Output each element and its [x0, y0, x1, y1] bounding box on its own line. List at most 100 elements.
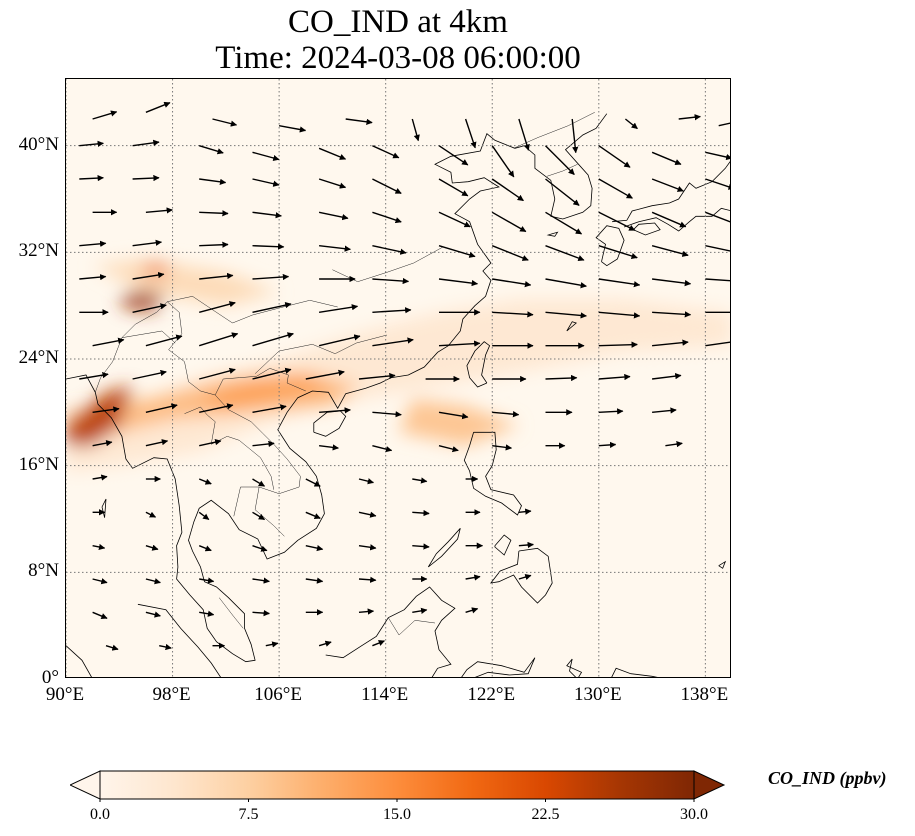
wind-arrow-63: [252, 273, 290, 281]
wind-vectors: [79, 101, 730, 651]
wind-arrow-48: [79, 240, 107, 247]
wind-arrow-30: [438, 178, 469, 197]
coastline-15: [623, 207, 730, 232]
wind-arrow-21: [598, 145, 631, 168]
border-12: [546, 164, 578, 177]
wind-arrow-134: [358, 478, 375, 485]
wind-arrow-171: [465, 607, 479, 614]
wind-arrow-97: [132, 369, 167, 380]
lon-tick-label-0: 90°E: [45, 684, 85, 705]
wind-arrow-107: [92, 406, 120, 413]
wind-arrow-71: [705, 278, 730, 282]
wind-arrow-43: [491, 211, 527, 233]
wind-arrow-50: [199, 241, 229, 248]
wind-arrow-65: [372, 277, 410, 285]
wind-arrow-44: [545, 211, 583, 235]
border-13: [388, 617, 436, 636]
coastline-7: [325, 586, 456, 677]
lat-tick-label-3: 24°N: [18, 347, 59, 368]
wind-arrow-105: [598, 373, 631, 381]
wind-arrow-173: [159, 643, 172, 651]
wind-arrow-114: [492, 411, 520, 418]
wind-arrow-109: [199, 403, 234, 413]
wind-arrow-86: [198, 332, 239, 347]
wind-arrow-104: [545, 374, 578, 382]
wind-arrow-12: [79, 140, 104, 147]
wind-arrow-139: [198, 511, 210, 521]
wind-arrow-2: [212, 118, 238, 127]
wind-arrow-17: [372, 145, 400, 159]
wind-arrow-143: [412, 509, 430, 517]
wind-arrow-156: [145, 578, 161, 585]
wind-arrow-9: [624, 118, 638, 130]
concentration-field: [66, 259, 730, 473]
wind-arrow-164: [92, 611, 108, 620]
colorbar-tick-label-2: 15.0: [383, 806, 411, 823]
colorbar-gradient: [99, 770, 695, 800]
wind-arrow-39: [252, 211, 282, 219]
wind-arrow-31: [491, 178, 524, 202]
wind-arrow-56: [545, 245, 585, 262]
coastline-19: [101, 498, 107, 518]
colorbar-tick-label-3: 22.5: [531, 806, 560, 823]
wind-arrow-119: [145, 439, 169, 447]
wind-arrow-166: [199, 610, 215, 617]
coastline-5: [489, 547, 553, 604]
wind-arrow-35: [705, 178, 730, 190]
concentration-plume-2: [399, 399, 519, 446]
wind-arrow-0: [92, 110, 118, 120]
wind-arrow-25: [132, 174, 160, 182]
wind-arrow-54: [438, 245, 476, 258]
wind-arrow-160: [358, 576, 377, 583]
wind-arrow-15: [252, 151, 280, 162]
wind-arrow-59: [705, 245, 730, 252]
border-6: [254, 334, 388, 374]
wind-arrow-169: [358, 608, 375, 615]
wind-arrow-163: [518, 574, 532, 581]
colorbar-under-arrow: [70, 770, 101, 800]
wind-arrow-3: [278, 125, 307, 133]
wind-arrow-172: [105, 644, 119, 651]
wind-arrow-73: [132, 303, 167, 313]
wind-arrow-133: [305, 478, 321, 487]
colorbar: [70, 770, 726, 802]
wind-arrow-150: [305, 545, 324, 552]
lon-tick-label-1: 98°E: [152, 684, 191, 705]
wind-arrow-33: [598, 178, 633, 199]
wind-arrow-77: [372, 307, 412, 314]
lon-tick-label-3: 114°E: [361, 684, 409, 705]
lat-tick-label-1: 8°N: [28, 560, 59, 582]
wind-arrow-45: [598, 211, 636, 231]
wind-arrow-38: [199, 210, 229, 217]
coastline-16: [546, 231, 559, 237]
coastline-10: [566, 658, 583, 677]
wind-arrow-79: [492, 311, 534, 318]
wind-arrow-108: [145, 403, 178, 413]
wind-arrow-117: [652, 407, 677, 414]
lat-tick-label-0: 0°: [41, 667, 59, 688]
wind-arrow-113: [438, 411, 469, 420]
colorbar-tick-label-4: 30.0: [680, 806, 708, 823]
wind-arrow-98: [199, 367, 236, 380]
wind-arrow-52: [319, 245, 351, 252]
wind-arrow-81: [598, 311, 641, 319]
wind-arrow-70: [652, 278, 692, 287]
map-subtitle-time: Time: 2024-03-08 06:00:00: [215, 40, 581, 76]
wind-arrow-27: [252, 178, 280, 187]
wind-arrow-85: [145, 334, 183, 347]
coastline-6: [427, 528, 461, 568]
border-0: [95, 301, 168, 393]
wind-arrow-146: [92, 543, 106, 551]
coastline-11: [611, 667, 658, 677]
coastline-20: [718, 560, 727, 569]
wind-arrow-6: [464, 118, 477, 149]
border-3: [215, 394, 301, 517]
coastline-18: [66, 645, 92, 677]
wind-arrow-121: [252, 440, 275, 448]
wind-arrow-175: [265, 641, 279, 648]
coastline-14: [612, 161, 730, 223]
wind-arrow-93: [598, 341, 638, 348]
map-canvas: [66, 79, 730, 677]
wind-arrow-142: [358, 511, 377, 518]
wind-arrow-75: [252, 302, 292, 313]
